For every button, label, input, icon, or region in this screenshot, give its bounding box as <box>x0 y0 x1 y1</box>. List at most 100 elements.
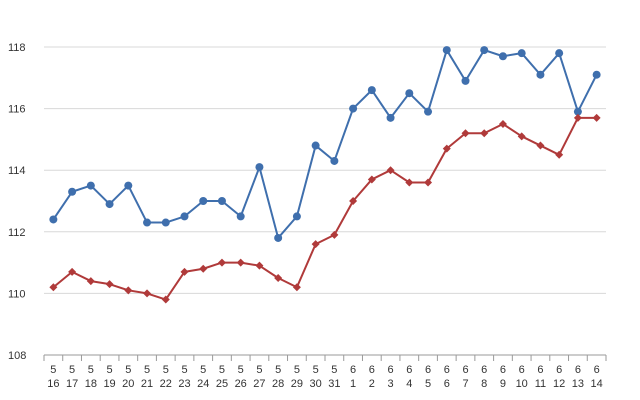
x-tick-label-month: 6 <box>556 364 562 376</box>
data-point <box>461 76 470 85</box>
x-tick-label-day: 7 <box>462 378 468 390</box>
data-point <box>536 141 545 150</box>
data-point <box>255 261 264 270</box>
data-point <box>442 144 451 153</box>
x-tick-label-day: 9 <box>500 378 506 390</box>
x-tick-label-day: 20 <box>122 378 134 390</box>
data-point <box>555 49 564 58</box>
series-line-1 <box>52 49 598 239</box>
x-tick-label-month: 6 <box>500 364 506 376</box>
x-tick-label-month: 5 <box>181 364 187 376</box>
data-point <box>349 104 358 113</box>
x-tick-label-day: 11 <box>535 378 546 390</box>
x-tick-label-month: 6 <box>537 364 543 376</box>
data-point <box>236 258 245 267</box>
data-point <box>199 264 208 273</box>
data-point <box>255 163 264 172</box>
y-tick-label: 110 <box>8 288 26 300</box>
x-tick-label-day: 18 <box>85 378 97 390</box>
data-point <box>292 212 301 221</box>
data-point <box>330 230 339 239</box>
data-point <box>143 218 152 227</box>
x-tick-label-day: 13 <box>572 378 584 390</box>
x-tick-label-month: 5 <box>163 364 169 376</box>
y-tick-label: 108 <box>8 350 26 362</box>
y-tick-label: 114 <box>8 165 26 177</box>
x-tick-label-day: 29 <box>291 378 303 390</box>
data-point <box>86 181 95 190</box>
x-tick-label-day: 4 <box>406 378 412 390</box>
data-point <box>68 267 77 276</box>
data-point <box>161 295 170 304</box>
x-tick-label-day: 30 <box>310 378 322 390</box>
data-point <box>199 197 208 205</box>
x-tick-label-month: 6 <box>519 364 525 376</box>
data-point <box>367 86 376 95</box>
x-tick-label-day: 23 <box>178 378 190 390</box>
x-tick-label-month: 5 <box>125 364 131 376</box>
x-tick-label-month: 5 <box>69 364 75 376</box>
data-point <box>180 212 189 221</box>
x-tick-label-day: 5 <box>425 378 431 390</box>
x-tick-label-month: 5 <box>275 364 281 376</box>
x-tick-label-month: 6 <box>350 364 356 376</box>
x-tick-label-month: 6 <box>406 364 412 376</box>
data-point <box>405 89 414 98</box>
x-tick-label-day: 21 <box>141 378 153 390</box>
x-tick-label-month: 6 <box>481 364 487 376</box>
y-axis: 108 110 112 114 116 118 <box>8 42 26 362</box>
data-point <box>292 283 301 292</box>
x-tick-label-day: 14 <box>591 378 603 390</box>
data-point <box>480 46 489 55</box>
x-tick-label-day: 2 <box>369 378 375 390</box>
y-tick-label: 116 <box>8 104 26 116</box>
data-point <box>536 70 545 79</box>
x-tick-label-month: 5 <box>294 364 300 376</box>
data-point <box>49 283 58 292</box>
data-point <box>217 197 226 205</box>
x-tick-label-day: 10 <box>516 378 528 390</box>
data-point <box>105 200 114 209</box>
y-tick-label: 118 <box>8 42 26 54</box>
x-tick-label-day: 26 <box>235 378 247 390</box>
data-point <box>330 156 339 165</box>
x-tick-label-day: 25 <box>216 378 228 390</box>
x-tick-label-day: 1 <box>350 378 356 390</box>
data-point <box>573 113 582 122</box>
x-tick-label-month: 5 <box>219 364 225 376</box>
data-point <box>217 258 226 267</box>
x-tick-label-day: 19 <box>103 378 115 390</box>
data-point <box>386 166 395 175</box>
x-tick-label-month: 6 <box>594 364 600 376</box>
x-tick-label-day: 16 <box>47 378 59 390</box>
series-line-2 <box>52 116 597 301</box>
data-point <box>68 187 77 196</box>
x-tick-label-day: 22 <box>160 378 172 390</box>
data-point <box>236 212 245 221</box>
data-point <box>592 113 601 122</box>
data-point <box>498 120 507 128</box>
data-point <box>480 129 489 138</box>
data-point <box>592 70 601 79</box>
data-point <box>180 267 189 276</box>
data-point <box>274 274 283 282</box>
grid-lines <box>44 46 606 356</box>
x-tick-label-day: 12 <box>553 378 565 390</box>
y-tick-label: 112 <box>8 227 26 239</box>
x-tick-label-month: 5 <box>144 364 150 376</box>
data-point <box>555 150 564 159</box>
x-tick-label-month: 5 <box>200 364 206 376</box>
data-point <box>143 289 152 298</box>
x-tick-label-month: 5 <box>50 364 56 376</box>
x-tick-label-day: 6 <box>444 378 450 390</box>
x-tick-label-day: 27 <box>253 378 265 390</box>
data-point <box>386 113 395 122</box>
x-tick-label-month: 5 <box>88 364 94 376</box>
x-tick-label-month: 6 <box>575 364 581 376</box>
data-point <box>517 132 526 141</box>
x-tick-label-month: 5 <box>238 364 244 376</box>
x-tick-label-day: 3 <box>388 378 394 390</box>
x-tick-label-day: 17 <box>66 378 78 390</box>
x-tick-label-day: 28 <box>272 378 284 390</box>
x-tick-label-month: 6 <box>425 364 431 376</box>
